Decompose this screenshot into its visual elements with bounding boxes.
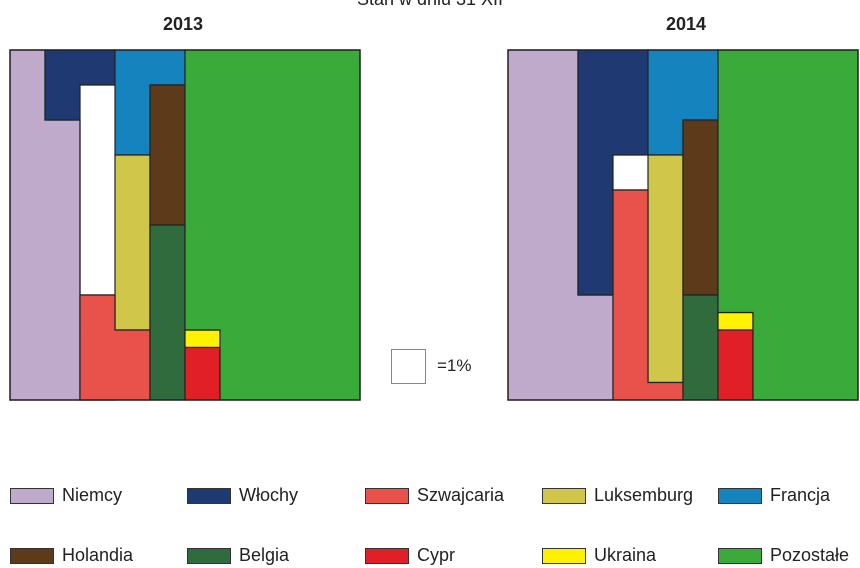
panel-border xyxy=(9,49,361,401)
panel-border xyxy=(507,49,859,401)
panel-2013 xyxy=(9,49,361,401)
unit-square xyxy=(391,349,426,384)
mosaic-region-cypr xyxy=(184,346,221,401)
mosaic-region-ukraina xyxy=(184,329,221,349)
mosaic-region-luksemburg xyxy=(114,154,151,331)
mosaic-region-holandia xyxy=(682,119,719,296)
chart-title: Stan w dniu 31 XII xyxy=(0,0,860,10)
panel-2014 xyxy=(507,49,859,401)
mosaic-region-belgia xyxy=(149,224,186,401)
mosaic-region-belgia xyxy=(682,294,719,401)
unit-label: =1% xyxy=(437,356,472,375)
mosaic-region-holandia xyxy=(149,84,186,226)
mosaic-region-luksemburg xyxy=(647,154,684,384)
panel-title-2014: 2014 xyxy=(666,14,707,34)
panel-title-2013: 2013 xyxy=(163,14,204,34)
mosaic-region-ukraina xyxy=(717,311,754,331)
mosaic-region-cypr xyxy=(717,329,754,401)
